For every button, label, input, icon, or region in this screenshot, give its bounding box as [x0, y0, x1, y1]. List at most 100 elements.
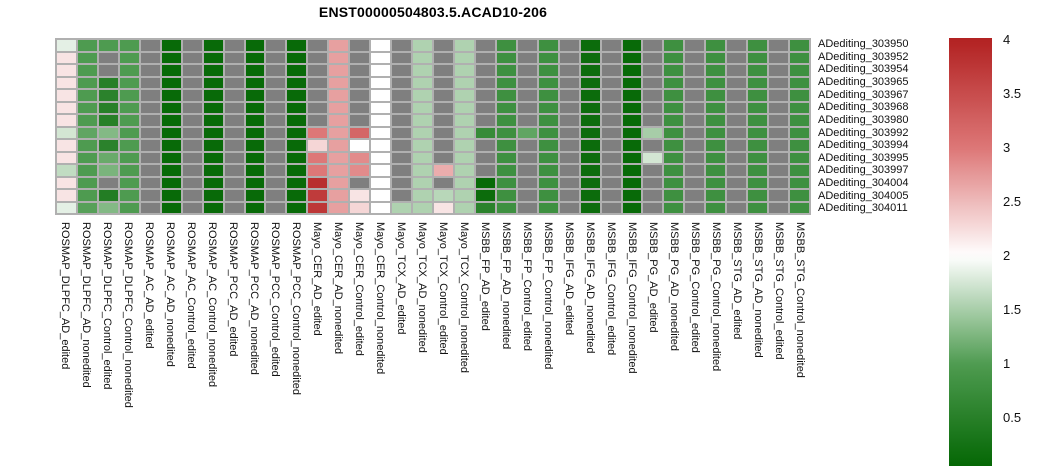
heatmap-cell	[266, 202, 286, 213]
heatmap-cell	[161, 90, 181, 101]
heatmap-cell	[203, 52, 223, 63]
heatmap-cell	[601, 52, 621, 63]
heatmap-cell	[287, 190, 307, 201]
heatmap-cell	[769, 102, 789, 113]
heatmap-cell	[643, 115, 663, 126]
heatmap-cell	[98, 202, 118, 213]
heatmap-cell	[664, 115, 684, 126]
column-label: MSBB_STG_Control_nonedited	[794, 222, 806, 378]
heatmap-cell	[622, 140, 642, 151]
heatmap-cell	[580, 52, 600, 63]
heatmap-cell	[685, 40, 705, 51]
heatmap-cell	[559, 52, 579, 63]
heatmap-cell	[119, 115, 139, 126]
heatmap-cell	[98, 140, 118, 151]
heatmap-cell	[748, 165, 768, 176]
heatmap-cell	[517, 115, 537, 126]
heatmap-cell	[77, 202, 97, 213]
heatmap-cell	[706, 190, 726, 201]
column-label: Mayo_CER_AD_edited	[311, 222, 323, 336]
heatmap-cell	[790, 40, 809, 51]
heatmap-cell	[371, 90, 391, 101]
heatmap-cell	[119, 52, 139, 63]
heatmap-cell	[538, 140, 558, 151]
heatmap-cell	[790, 202, 809, 213]
heatmap-cell	[727, 90, 747, 101]
heatmap-cell	[601, 165, 621, 176]
heatmap-cell	[538, 165, 558, 176]
row-label: ADediting_303968	[818, 101, 909, 114]
heatmap-cell	[643, 202, 663, 213]
heatmap-cell	[371, 77, 391, 88]
heatmap-cell	[98, 90, 118, 101]
heatmap-cell	[496, 177, 516, 188]
heatmap-cell	[182, 202, 202, 213]
column-label: Mayo_TCX_AD_nonedited	[416, 222, 428, 353]
heatmap-cell	[580, 140, 600, 151]
column-label: MSBB_PG_AD_nonedited	[668, 222, 680, 352]
heatmap-cell	[434, 202, 453, 213]
heatmap-cell	[601, 152, 621, 163]
heatmap-cell	[182, 77, 202, 88]
heatmap-cell	[769, 52, 789, 63]
heatmap-cell	[287, 90, 307, 101]
colorbar-tick-label: 2.5	[1003, 194, 1022, 210]
heatmap-cell	[748, 102, 768, 113]
heatmap-cell	[392, 52, 412, 63]
heatmap-cell	[245, 165, 265, 176]
heatmap-cell	[329, 140, 349, 151]
column-label: Mayo_CER_AD_nonedited	[332, 222, 344, 355]
heatmap-cell	[434, 152, 453, 163]
heatmap-cell	[329, 190, 349, 201]
heatmap-cell	[475, 65, 495, 76]
heatmap-cell	[475, 152, 495, 163]
heatmap-cell	[140, 52, 160, 63]
heatmap-cell	[224, 90, 244, 101]
heatmap-cell	[622, 102, 642, 113]
heatmap-cell	[559, 65, 579, 76]
heatmap-cell	[685, 115, 705, 126]
heatmap-cell	[203, 140, 223, 151]
colorbar-tick-label: 1	[1003, 356, 1011, 372]
heatmap-cell	[308, 140, 328, 151]
heatmap-cell	[392, 77, 412, 88]
heatmap-cell	[454, 127, 474, 138]
heatmap-cell	[517, 65, 537, 76]
heatmap-cell	[559, 77, 579, 88]
heatmap-cell	[622, 40, 642, 51]
heatmap-cell	[245, 115, 265, 126]
colorbar-tick-label: 2	[1003, 248, 1011, 264]
heatmap-cell	[727, 52, 747, 63]
heatmap-cell	[517, 40, 537, 51]
heatmap-cell	[287, 40, 307, 51]
heatmap-cell	[203, 152, 223, 163]
heatmap-cell	[517, 102, 537, 113]
heatmap-cell	[350, 40, 370, 51]
heatmap-cell	[140, 140, 160, 151]
heatmap-cell	[392, 190, 412, 201]
heatmap-cell	[350, 90, 370, 101]
row-label: ADediting_303997	[818, 164, 909, 177]
heatmap-cell	[727, 65, 747, 76]
heatmap-cell	[350, 77, 370, 88]
heatmap-cell	[664, 40, 684, 51]
heatmap-cell	[413, 102, 432, 113]
heatmap-cell	[790, 152, 809, 163]
column-label: ROSMAP_AC_Control_nonedited	[206, 222, 218, 388]
heatmap-cell	[559, 140, 579, 151]
heatmap-cell	[601, 190, 621, 201]
heatmap-cell	[706, 115, 726, 126]
heatmap-cell	[496, 65, 516, 76]
heatmap-cell	[748, 202, 768, 213]
heatmap-cell	[392, 140, 412, 151]
heatmap-cell	[98, 52, 118, 63]
heatmap-cell	[182, 140, 202, 151]
heatmap-cell	[664, 140, 684, 151]
row-label: ADediting_304004	[818, 177, 909, 190]
heatmap-cell	[287, 152, 307, 163]
heatmap-cell	[601, 40, 621, 51]
heatmap-cell	[517, 140, 537, 151]
heatmap-cell	[203, 165, 223, 176]
heatmap-cell	[308, 127, 328, 138]
heatmap-cell	[245, 127, 265, 138]
